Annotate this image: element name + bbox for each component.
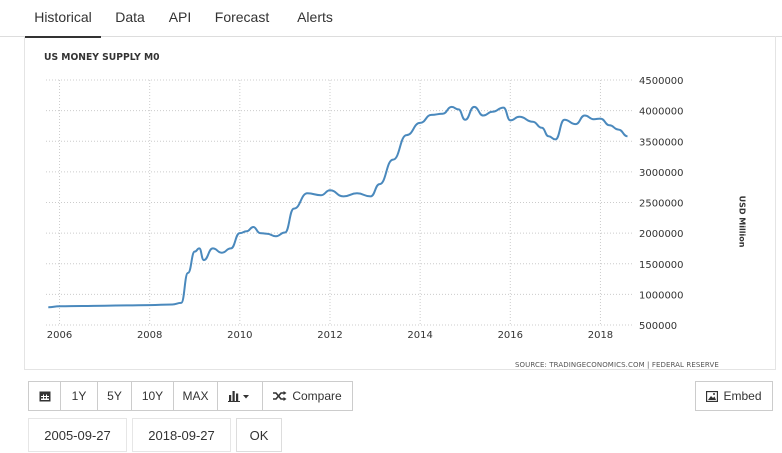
tab-historical[interactable]: Historical — [25, 0, 101, 38]
x-tick-label: 2006 — [47, 330, 72, 341]
embed-label: Embed — [723, 389, 762, 403]
y-tick-label: 4500000 — [639, 76, 684, 87]
compare-button[interactable]: Compare — [262, 381, 353, 411]
y-tick-label: 2500000 — [639, 199, 684, 210]
source-note: SOURCE: TRADINGECONOMICS.COM | FEDERAL R… — [515, 361, 719, 369]
x-tick-label: 2016 — [498, 330, 523, 341]
tab-api[interactable]: API — [168, 9, 192, 25]
embed-button[interactable]: Embed — [695, 381, 773, 411]
y-axis-label: USD Million — [737, 195, 747, 248]
y-tick-label: 2000000 — [639, 229, 684, 240]
x-tick-label: 2008 — [137, 330, 162, 341]
calendar-button[interactable] — [28, 381, 61, 411]
tab-alerts[interactable]: Alerts — [297, 9, 333, 25]
y-tick-label: 1500000 — [639, 260, 684, 271]
y-tick-label: 3500000 — [639, 137, 684, 148]
y-tick-label: 4000000 — [639, 107, 684, 118]
tab-data[interactable]: Data — [115, 9, 145, 25]
image-icon — [706, 390, 719, 402]
bar-chart-icon — [228, 391, 249, 402]
range-1y-button[interactable]: 1Y — [60, 381, 98, 411]
y-tick-label: 1000000 — [639, 290, 684, 301]
chart-title: US MONEY SUPPLY M0 — [44, 52, 160, 63]
shuffle-icon — [273, 391, 287, 401]
chart-container — [24, 36, 776, 370]
x-tick-label: 2014 — [407, 330, 432, 341]
y-tick-label: 500000 — [639, 321, 677, 332]
end-date-field[interactable]: 2018-09-27 — [132, 418, 231, 452]
y-tick-label: 3000000 — [639, 168, 684, 179]
chart-type-button[interactable] — [217, 381, 263, 411]
series-line — [48, 105, 628, 309]
compare-label: Compare — [292, 389, 342, 403]
x-tick-label: 2012 — [317, 330, 342, 341]
x-tick-label: 2018 — [588, 330, 613, 341]
caret-down-icon — [243, 395, 249, 399]
tab-bar: Historical Data API Forecast Alerts — [0, 0, 782, 38]
tab-forecast[interactable]: Forecast — [214, 9, 270, 25]
chart-grid — [46, 79, 632, 326]
range-5y-button[interactable]: 5Y — [97, 381, 132, 411]
range-max-button[interactable]: MAX — [173, 381, 218, 411]
range-10y-button[interactable]: 10Y — [131, 381, 174, 411]
line-chart: 4500000 4000000 3500000 3000000 2500000 20000… — [46, 76, 684, 341]
calendar-icon — [39, 391, 50, 402]
start-date-field[interactable]: 2005-09-27 — [28, 418, 127, 452]
x-axis-ticks: 2006 2008 2010 2012 2014 2016 2018 — [47, 330, 613, 341]
y-axis-ticks: 4500000 4000000 3500000 3000000 2500000 20000… — [639, 76, 684, 332]
ok-button[interactable]: OK — [236, 418, 282, 452]
x-tick-label: 2010 — [227, 330, 252, 341]
